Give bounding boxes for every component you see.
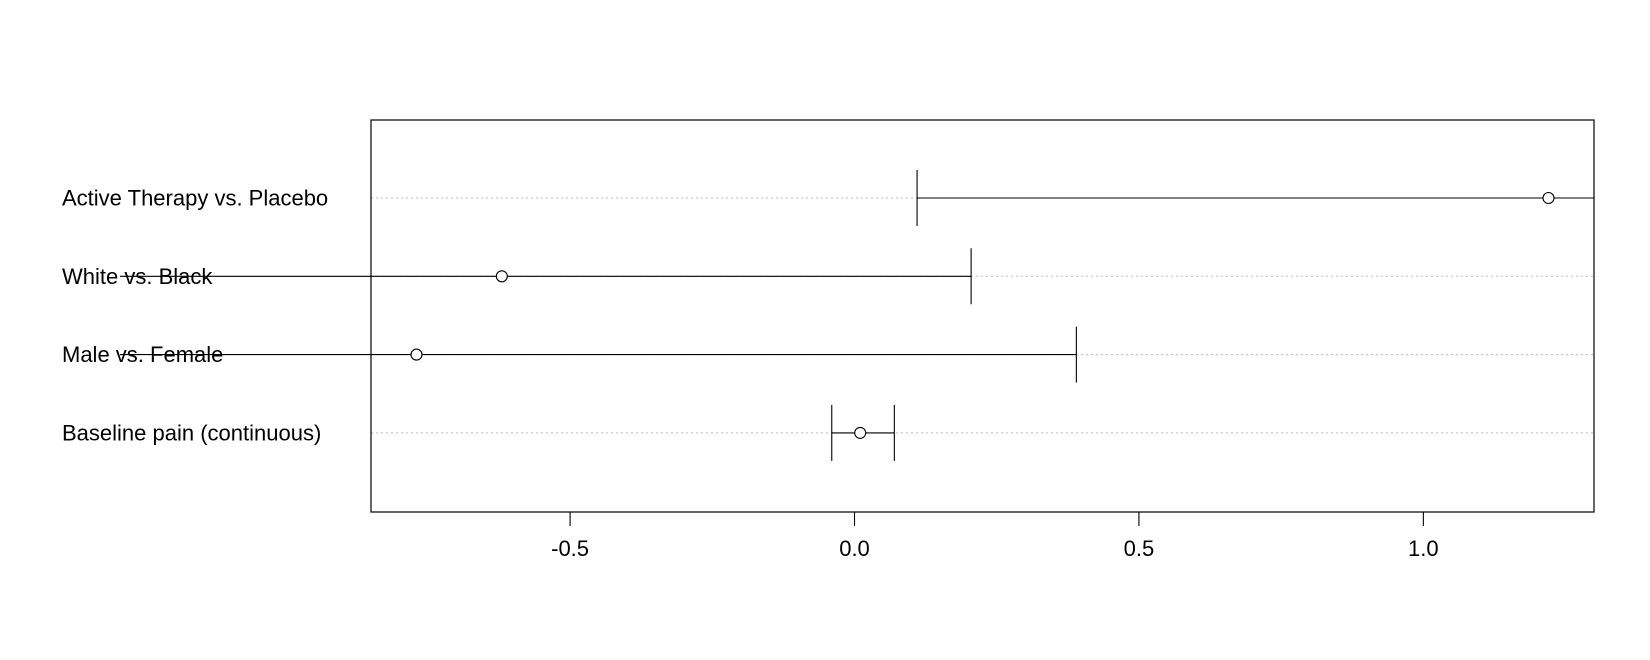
point-estimate (410, 348, 423, 361)
x-tick-label: 0.0 (839, 536, 870, 561)
point-estimate (495, 270, 508, 283)
row-label: Baseline pain (continuous) (62, 420, 321, 445)
point-estimate (1542, 191, 1555, 205)
x-axis: -0.5 0.0 0.5 1.0 (551, 511, 1439, 561)
row-label: Active Therapy vs. Placebo (62, 186, 328, 211)
row-label: Male vs. Female (62, 342, 223, 367)
row-labels: Active Therapy vs. Placebo White vs. Blac… (62, 186, 328, 446)
x-tick-label: -0.5 (551, 536, 589, 561)
interval-lines (120, 170, 1594, 461)
row-label: White vs. Black (62, 264, 213, 289)
x-tick-label: 0.5 (1124, 536, 1155, 561)
point-estimate (854, 426, 867, 439)
grid-lines (371, 197, 1594, 434)
x-tick-label: 1.0 (1408, 536, 1439, 561)
plot-frame (370, 119, 1595, 513)
